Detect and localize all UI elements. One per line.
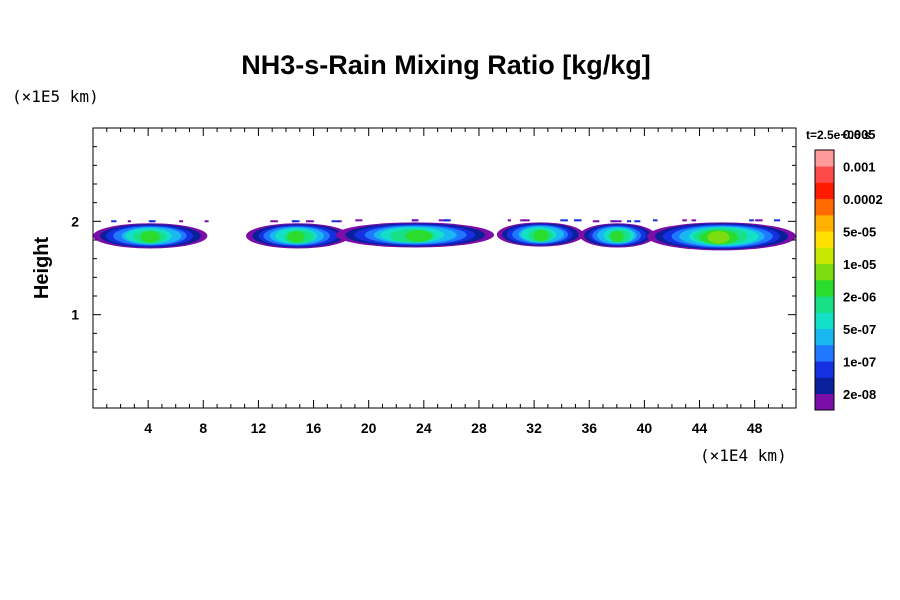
fringe-speck [270, 220, 278, 223]
fringe-speck [691, 219, 697, 222]
x-tick-label: 8 [199, 420, 207, 436]
fringe-speck [331, 220, 339, 223]
colorbar-label: 0.0002 [843, 192, 883, 207]
cloud-fringe [111, 219, 781, 223]
contour-level [610, 230, 624, 242]
colorbar-swatch [815, 328, 834, 346]
fringe-speck [574, 219, 580, 222]
fringe-speck [560, 219, 568, 222]
x-axis-unit: (×1E4 km) [700, 446, 787, 465]
cloud-band [579, 223, 656, 248]
colorbar-swatch [815, 296, 834, 313]
colorbar-swatch [815, 280, 834, 297]
x-tick-label: 36 [581, 420, 597, 436]
fringe-speck [773, 219, 781, 222]
fringe-speck [438, 219, 447, 222]
colorbar-swatch [815, 198, 834, 216]
x-tick-label: 4 [144, 420, 152, 436]
colorbar-swatch [815, 377, 834, 395]
x-tick-label: 40 [637, 420, 653, 436]
colorbar-frame [814, 149, 835, 411]
contour-level [707, 231, 730, 244]
contour-level [405, 230, 432, 242]
contour-level [287, 231, 305, 243]
contour-layer [93, 219, 796, 251]
colorbar-swatch [815, 361, 834, 378]
cloud-band [647, 222, 796, 251]
fringe-speck [127, 220, 131, 223]
colorbar-label: 0.001 [843, 159, 876, 174]
cloud-band [246, 223, 350, 249]
x-tick-label: 16 [306, 420, 322, 436]
fringe-speck [444, 219, 451, 222]
colorbar-swatch [815, 215, 834, 232]
time-label: t=2.5e+06 s [806, 128, 871, 142]
fringe-speck [111, 220, 117, 223]
colorbar: 2e-08 1e-07 5e-07 2e-06 1e-05 5e-05 0.0002 0.00… [814, 127, 883, 411]
y-axis-label: Height [31, 237, 53, 300]
fringe-speck [652, 219, 658, 222]
colorbar-swatch [815, 345, 834, 362]
colorbar-swatch [815, 247, 834, 265]
y-axis-ticks: 12 [71, 146, 796, 390]
colorbar-label: 1e-05 [843, 257, 876, 272]
fringe-speck [179, 220, 184, 223]
x-axis-ticks: 4 8 12 16 20 24 28 32 36 40 44 48 [106, 128, 783, 436]
colorbar-swatch [815, 263, 834, 281]
fringe-speck [412, 219, 419, 222]
fringe-speck [634, 220, 641, 223]
fringe-speck [682, 219, 687, 222]
fringe-speck [523, 219, 530, 222]
fringe-speck [306, 220, 314, 223]
chart-title: NH3-s-Rain Mixing Ratio [kg/kg] [241, 50, 651, 80]
fringe-speck [610, 220, 614, 223]
fringe-speck [520, 219, 527, 222]
x-tick-label: 48 [747, 420, 763, 436]
fringe-speck [204, 220, 209, 223]
cloud-band [496, 222, 584, 247]
contour-level [140, 231, 160, 243]
fringe-speck [355, 219, 363, 222]
fringe-speck [614, 220, 622, 223]
x-tick-label: 32 [526, 420, 542, 436]
colorbar-label: 5e-05 [843, 224, 876, 239]
x-tick-label: 24 [416, 420, 432, 436]
fringe-speck [749, 219, 754, 222]
colorbar-label: 1e-07 [843, 354, 876, 369]
fringe-speck [337, 220, 342, 223]
x-tick-label: 20 [361, 420, 377, 436]
colorbar-label: 5e-07 [843, 322, 876, 337]
colorbar-label: 2e-06 [843, 289, 876, 304]
colorbar-swatch [815, 182, 834, 200]
cloud-band [335, 222, 495, 248]
fringe-speck [755, 219, 763, 222]
colorbar-label: 0.005 [843, 127, 876, 142]
x-tick-label: 12 [251, 420, 267, 436]
fringe-speck [612, 220, 616, 223]
colorbar-swatch [815, 312, 834, 330]
colorbar-swatch [815, 166, 834, 183]
x-tick-label: 28 [471, 420, 487, 436]
fringe-speck [148, 220, 156, 223]
y-tick-label: 2 [71, 213, 79, 229]
colorbar-swatch [815, 393, 834, 411]
y-axis-unit: (×1E5 km) [12, 87, 99, 106]
colorbar-swatch [815, 231, 834, 248]
colorbar-label: 2e-08 [843, 387, 876, 402]
fringe-speck [592, 220, 600, 223]
y-tick-label: 1 [71, 307, 79, 323]
fringe-speck [626, 220, 632, 223]
colorbar-swatch [815, 150, 834, 167]
contour-level [533, 229, 549, 242]
fringe-speck [291, 220, 300, 223]
x-tick-label: 44 [692, 420, 708, 436]
plot-area [92, 127, 797, 409]
fringe-speck [507, 219, 511, 222]
cloud-band [93, 223, 208, 249]
